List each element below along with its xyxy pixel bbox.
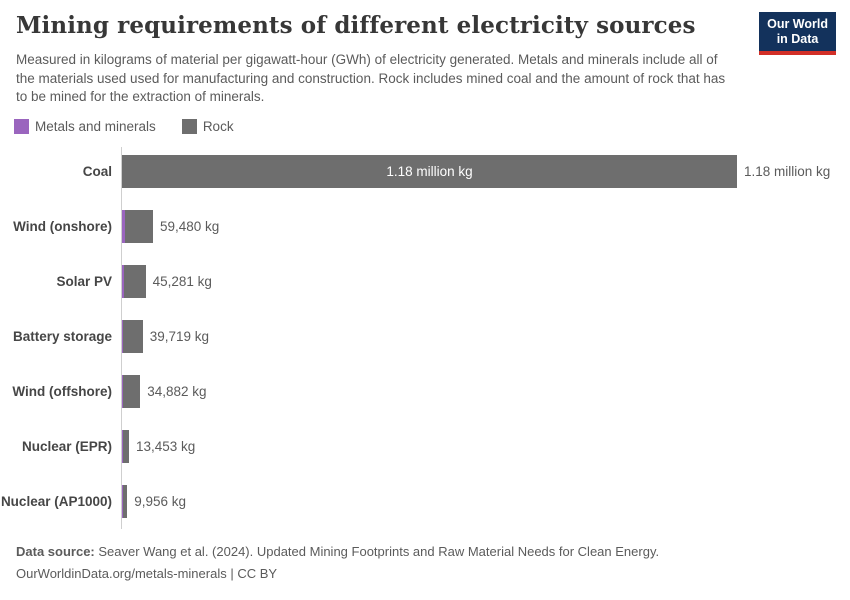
- chart-area: Coal 1.18 million kg 1.18 million kg Wind (…: [0, 144, 850, 529]
- bar[interactable]: [122, 375, 141, 408]
- bar-group: 13,453 kg: [122, 430, 195, 463]
- chart-row: Wind (offshore) 34,882 kg: [0, 364, 850, 419]
- category-label: Nuclear (EPR): [21, 439, 112, 454]
- chart-footer: Data source: Seaver Wang et al. (2024). …: [16, 541, 659, 585]
- value-label: 9,956 kg: [134, 494, 186, 509]
- metals-segment: [122, 485, 123, 518]
- value-label: 34,882 kg: [147, 384, 207, 399]
- chart-row: Nuclear (AP1000) 9,956 kg: [0, 474, 850, 529]
- chart-rows: Coal 1.18 million kg 1.18 million kg Wind (…: [0, 144, 850, 529]
- category-label: Solar PV: [56, 274, 112, 289]
- license-line: OurWorldinData.org/metals-minerals | CC …: [16, 566, 278, 581]
- bar-group: 39,719 kg: [122, 320, 209, 353]
- chart-row: Battery storage 39,719 kg: [0, 309, 850, 364]
- value-label: 39,719 kg: [149, 329, 209, 344]
- y-axis-line: [121, 147, 122, 529]
- bar[interactable]: [122, 320, 143, 353]
- category-label: Battery storage: [12, 329, 112, 344]
- bar[interactable]: [122, 485, 128, 518]
- datasource-text: Seaver Wang et al. (2024). Updated Minin…: [94, 544, 660, 559]
- bar-group: 45,281 kg: [122, 265, 212, 298]
- legend-label: Metals and minerals: [35, 119, 156, 134]
- metals-segment: [122, 265, 124, 298]
- legend-item-rock: Rock: [181, 119, 234, 134]
- legend-item-metals: Metals and minerals: [14, 119, 156, 134]
- chart-subtitle: Measured in kilograms of material per gi…: [16, 52, 726, 104]
- metals-segment: [122, 320, 124, 353]
- category-label: Coal: [82, 164, 112, 179]
- metals-segment: [122, 210, 125, 243]
- bar-inside-label: 1.18 million kg: [386, 164, 473, 179]
- legend-swatch-icon: [14, 119, 29, 134]
- chart-row: Solar PV 45,281 kg: [0, 254, 850, 309]
- value-label: 1.18 million kg: [744, 164, 831, 179]
- metals-segment: [122, 375, 124, 408]
- legend-swatch-icon: [181, 119, 197, 134]
- chart-row: Wind (onshore) 59,480 kg: [0, 199, 850, 254]
- bar-group: 9,956 kg: [122, 485, 186, 518]
- metals-segment: [122, 430, 123, 463]
- category-label: Wind (onshore): [13, 219, 112, 234]
- bar[interactable]: [122, 265, 146, 298]
- page-title: Mining requirements of different electri…: [16, 12, 696, 39]
- datasource-line: Data source: Seaver Wang et al. (2024). …: [16, 541, 659, 563]
- value-label: 59,480 kg: [160, 219, 220, 234]
- datasource-label: Data source:: [16, 544, 95, 559]
- category-label: Wind (offshore): [12, 384, 112, 399]
- value-label: 45,281 kg: [152, 274, 212, 289]
- bar[interactable]: [122, 430, 129, 463]
- bar-group: 59,480 kg: [122, 210, 219, 243]
- owid-logo-line2: in Data: [776, 32, 819, 46]
- bar[interactable]: 1.18 million kg: [122, 155, 737, 188]
- bar[interactable]: [122, 210, 153, 243]
- value-label: 13,453 kg: [136, 439, 196, 454]
- chart-legend: Metals and minerals Rock: [14, 119, 234, 134]
- bar-group: 1.18 million kg 1.18 million kg: [122, 155, 830, 188]
- chart-row: Coal 1.18 million kg 1.18 million kg: [0, 144, 850, 199]
- owid-logo-line1: Our World: [767, 17, 828, 31]
- category-label: Nuclear (AP1000): [0, 494, 112, 509]
- chart-row: Nuclear (EPR) 13,453 kg: [0, 419, 850, 474]
- bar-group: 34,882 kg: [122, 375, 207, 408]
- owid-logo[interactable]: Our World in Data: [759, 12, 836, 55]
- legend-label: Rock: [202, 119, 234, 134]
